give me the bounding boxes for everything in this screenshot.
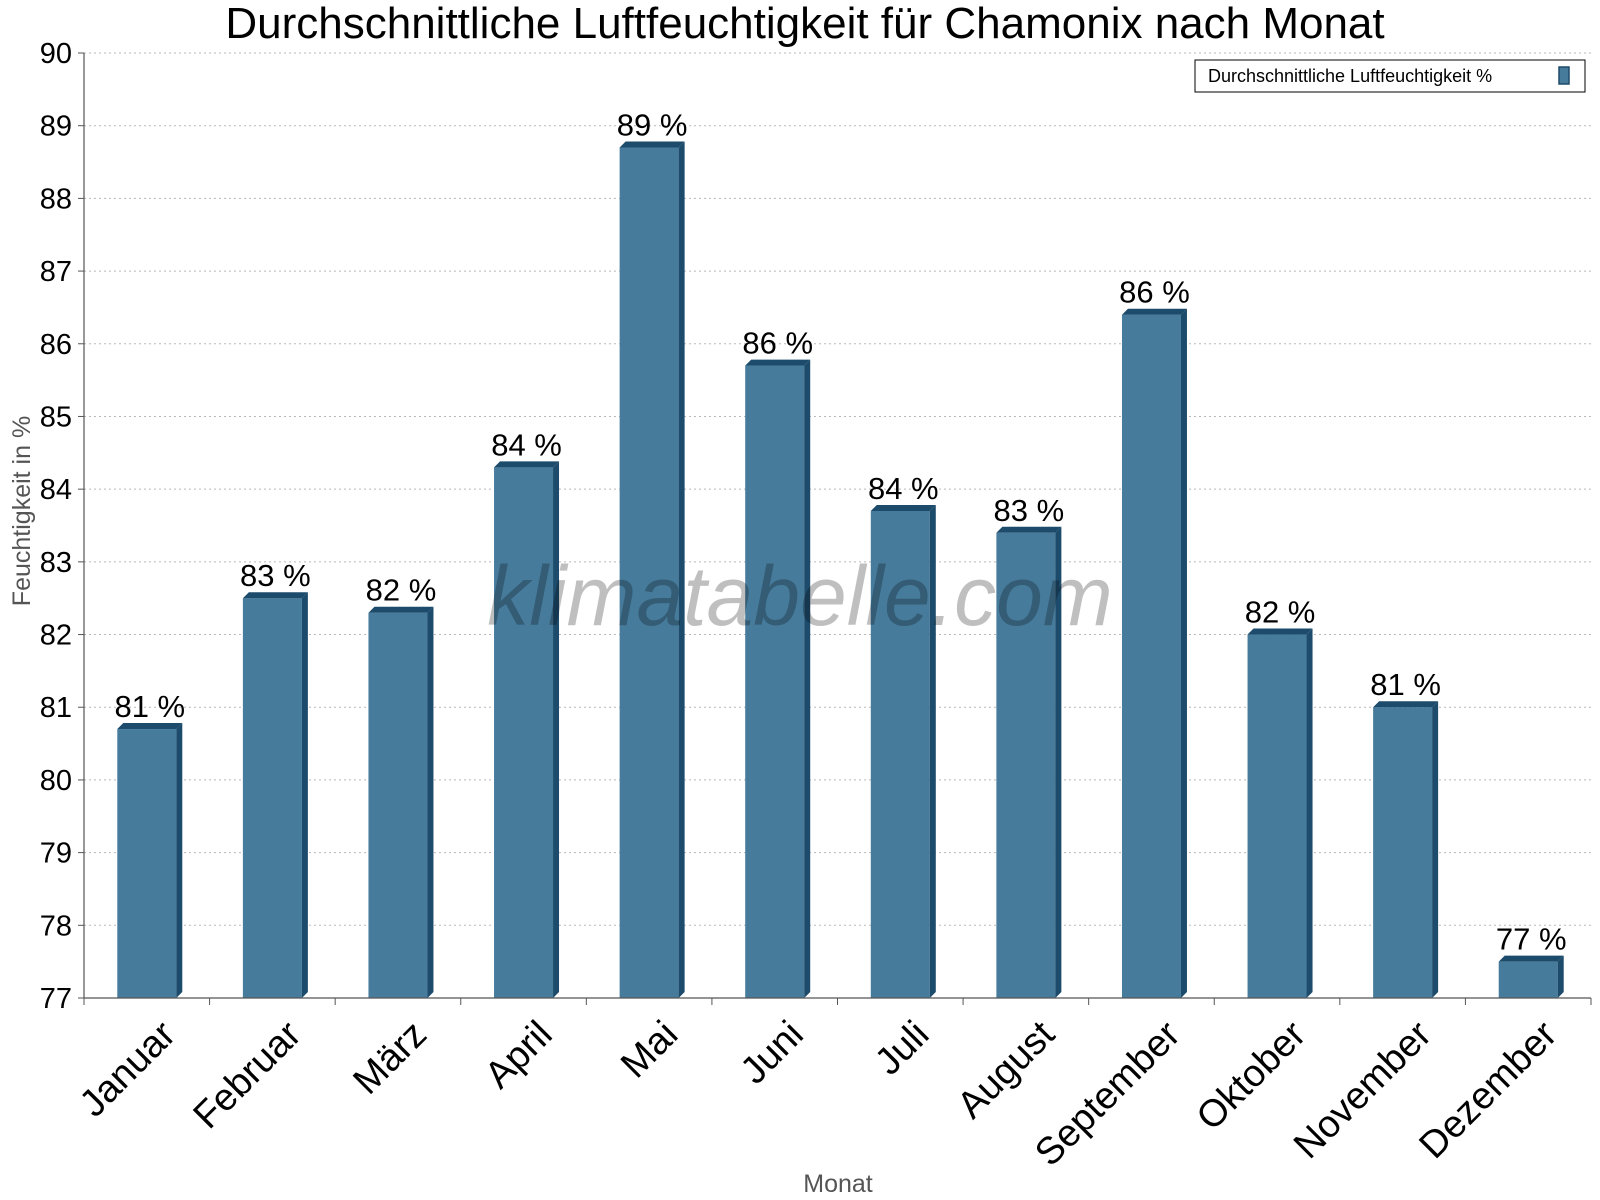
data-label: 89 % bbox=[617, 108, 688, 143]
data-label: 77 % bbox=[1496, 922, 1567, 957]
x-axis-title: Monat bbox=[803, 1170, 873, 1198]
bar-top bbox=[1121, 308, 1187, 315]
bar-side bbox=[427, 606, 434, 998]
bar bbox=[242, 598, 302, 998]
bar bbox=[1247, 634, 1307, 998]
bar-top bbox=[1498, 955, 1564, 962]
x-tick-labels: Januar Februar März April Mai Juni Juli AugustS… bbox=[72, 1013, 1566, 1174]
data-label: 82 % bbox=[366, 573, 437, 608]
legend: Durchschnittliche Luftfeuchtigkeit % bbox=[1194, 59, 1586, 93]
bar-top bbox=[870, 504, 936, 511]
y-tick-label: 89 bbox=[40, 111, 72, 143]
bar-side bbox=[929, 504, 936, 998]
bar-top bbox=[996, 526, 1062, 533]
data-label: 83 % bbox=[240, 558, 311, 593]
bar bbox=[996, 532, 1056, 998]
y-tick-label: 87 bbox=[40, 256, 72, 288]
bar bbox=[494, 467, 554, 998]
y-tick-label: 79 bbox=[40, 838, 72, 870]
data-label: 84 % bbox=[491, 427, 562, 462]
bar-top bbox=[117, 723, 183, 730]
x-tick-label: Januar bbox=[72, 1013, 184, 1125]
data-label: 86 % bbox=[742, 326, 813, 361]
x-tick-label: Juli bbox=[867, 1013, 937, 1083]
axes bbox=[78, 52, 1592, 1005]
bar-side bbox=[678, 141, 685, 998]
bar-top bbox=[1247, 628, 1313, 635]
legend-box bbox=[1194, 59, 1586, 93]
bar bbox=[1373, 707, 1433, 998]
y-tick-label: 90 bbox=[40, 38, 72, 70]
bar-side bbox=[176, 723, 183, 998]
bar-top bbox=[494, 461, 560, 468]
y-tick-label: 81 bbox=[40, 692, 72, 724]
data-label: 81 % bbox=[114, 689, 185, 724]
bar bbox=[1498, 961, 1558, 998]
y-tick-label: 80 bbox=[40, 765, 72, 797]
y-tick-label: 88 bbox=[40, 183, 72, 215]
data-label: 82 % bbox=[1245, 595, 1316, 630]
data-label: 83 % bbox=[994, 493, 1065, 528]
bar bbox=[619, 147, 679, 998]
bar-side bbox=[1557, 955, 1564, 998]
bar bbox=[1121, 314, 1181, 998]
gridlines bbox=[84, 52, 1591, 926]
x-tick-label: Juni bbox=[733, 1013, 812, 1092]
data-label: 81 % bbox=[1370, 667, 1441, 702]
y-tick-label: 86 bbox=[40, 329, 72, 361]
y-tick-label: 78 bbox=[40, 910, 72, 942]
x-tick-label: Februar bbox=[186, 1013, 310, 1137]
bar-side bbox=[1432, 701, 1439, 998]
bar-top bbox=[368, 606, 434, 613]
x-tick-label: April bbox=[477, 1013, 560, 1096]
bar-side bbox=[1180, 308, 1187, 998]
bar-top bbox=[619, 141, 685, 148]
bar bbox=[368, 612, 428, 998]
y-axis-title: Feuchtigkeit in % bbox=[8, 416, 36, 606]
bar-side bbox=[1306, 628, 1313, 998]
x-tick-label: Dezember bbox=[1412, 1013, 1566, 1167]
bar-side bbox=[804, 359, 811, 999]
y-tick-label: 77 bbox=[40, 983, 72, 1015]
bar-side bbox=[1055, 526, 1062, 998]
chart-title: Durchschnittliche Luftfeuchtigkeit für C… bbox=[225, 0, 1384, 48]
bar-side bbox=[301, 592, 308, 998]
data-labels: 81 % 83 % 82 % 84 % 89 % 86 % 84 % 83 % 86 % 82 %… bbox=[114, 108, 1566, 957]
x-tick-label: März bbox=[346, 1013, 435, 1102]
bar bbox=[117, 729, 177, 998]
y-tick-label: 85 bbox=[40, 401, 72, 433]
y-tick-label: 83 bbox=[40, 547, 72, 579]
data-label: 84 % bbox=[868, 471, 939, 506]
bars bbox=[117, 141, 1564, 999]
watermark: klimatabelle.com bbox=[487, 549, 1113, 643]
x-tick-label: Mai bbox=[613, 1013, 686, 1086]
x-tick-label: November bbox=[1286, 1013, 1440, 1167]
bar-top bbox=[242, 592, 308, 599]
bar-top bbox=[745, 359, 811, 366]
bar-side bbox=[553, 461, 560, 998]
bar bbox=[745, 365, 805, 999]
data-label: 86 % bbox=[1119, 275, 1190, 310]
bar bbox=[870, 510, 930, 998]
x-tick-label: August bbox=[950, 1013, 1064, 1127]
legend-label: Durchschnittliche Luftfeuchtigkeit % bbox=[1208, 66, 1492, 86]
x-tick-label: Oktober bbox=[1189, 1013, 1315, 1139]
y-tick-label: 84 bbox=[40, 474, 72, 506]
y-tick-label: 82 bbox=[40, 620, 72, 652]
bar-top bbox=[1373, 701, 1439, 708]
y-tick-labels: 77 78 79 80 81 82 83 84 85 86 87 88 89 90 bbox=[40, 38, 72, 1015]
legend-swatch bbox=[1558, 66, 1570, 85]
